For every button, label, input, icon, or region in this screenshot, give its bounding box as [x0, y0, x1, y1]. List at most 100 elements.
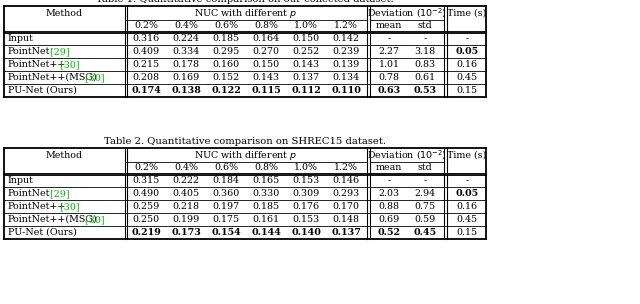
Text: [30]: [30] — [57, 202, 80, 211]
Text: 0.52: 0.52 — [378, 228, 401, 237]
Text: 1.0%: 1.0% — [294, 164, 318, 172]
Text: 0.143: 0.143 — [292, 60, 319, 69]
Text: NUC with different $p$: NUC with different $p$ — [195, 148, 298, 161]
Text: PointNet++(MSG): PointNet++(MSG) — [8, 73, 98, 82]
Text: 0.05: 0.05 — [456, 47, 479, 56]
Text: 0.219: 0.219 — [131, 228, 161, 237]
Text: 0.224: 0.224 — [173, 34, 200, 43]
Text: PointNet: PointNet — [8, 189, 51, 198]
Text: 0.330: 0.330 — [252, 189, 280, 198]
Text: 0.360: 0.360 — [212, 189, 239, 198]
Text: 2.03: 2.03 — [378, 189, 399, 198]
Text: 0.137: 0.137 — [292, 73, 319, 82]
Text: 2.94: 2.94 — [415, 189, 436, 198]
Text: 0.169: 0.169 — [172, 73, 200, 82]
Text: 1.2%: 1.2% — [334, 22, 358, 30]
Text: 0.15: 0.15 — [456, 86, 477, 95]
Text: 0.222: 0.222 — [173, 176, 200, 185]
Text: 0.140: 0.140 — [291, 228, 321, 237]
Text: 0.309: 0.309 — [292, 189, 319, 198]
Text: std: std — [418, 164, 433, 172]
Text: 0.161: 0.161 — [252, 215, 280, 224]
Text: 0.45: 0.45 — [413, 228, 436, 237]
Text: 0.315: 0.315 — [132, 176, 159, 185]
Text: 0.153: 0.153 — [292, 176, 319, 185]
Text: 0.184: 0.184 — [212, 176, 239, 185]
Text: 0.175: 0.175 — [212, 215, 239, 224]
Text: -: - — [387, 176, 390, 185]
Text: 0.88: 0.88 — [378, 202, 399, 211]
Text: 0.160: 0.160 — [212, 60, 239, 69]
Text: 0.4%: 0.4% — [174, 164, 198, 172]
Text: 0.122: 0.122 — [211, 86, 241, 95]
Text: 0.295: 0.295 — [212, 47, 239, 56]
Text: 0.142: 0.142 — [333, 34, 360, 43]
Text: 0.293: 0.293 — [332, 189, 360, 198]
Text: PointNet++: PointNet++ — [8, 202, 67, 211]
Text: 0.78: 0.78 — [378, 73, 399, 82]
Text: 0.143: 0.143 — [252, 73, 280, 82]
Text: 0.165: 0.165 — [252, 176, 280, 185]
Text: 0.409: 0.409 — [132, 47, 159, 56]
Text: PointNet++(MSG): PointNet++(MSG) — [8, 215, 98, 224]
Text: 0.8%: 0.8% — [254, 164, 278, 172]
Text: 0.153: 0.153 — [292, 215, 319, 224]
Text: [30]: [30] — [82, 73, 104, 82]
Text: Deviation ($10^{-2}$): Deviation ($10^{-2}$) — [367, 148, 447, 162]
Text: Table 1. Quantitative comparison on our collected dataset.: Table 1. Quantitative comparison on our … — [96, 0, 394, 4]
Text: 0.146: 0.146 — [332, 176, 360, 185]
Text: 0.215: 0.215 — [132, 60, 159, 69]
Text: std: std — [418, 22, 433, 30]
Text: 0.150: 0.150 — [252, 60, 280, 69]
Text: 0.334: 0.334 — [172, 47, 200, 56]
Text: 1.2%: 1.2% — [334, 164, 358, 172]
Text: 0.138: 0.138 — [171, 86, 201, 95]
Text: NUC with different $p$: NUC with different $p$ — [195, 6, 298, 19]
Text: PointNet: PointNet — [8, 47, 51, 56]
Text: 0.45: 0.45 — [456, 215, 477, 224]
Text: 0.252: 0.252 — [292, 47, 319, 56]
Text: Deviation ($10^{-2}$): Deviation ($10^{-2}$) — [367, 6, 447, 20]
Text: 0.16: 0.16 — [456, 202, 477, 211]
Text: [30]: [30] — [82, 215, 104, 224]
Text: 1.01: 1.01 — [378, 60, 399, 69]
Text: PU-Net (Ours): PU-Net (Ours) — [8, 228, 77, 237]
Text: 0.178: 0.178 — [173, 60, 200, 69]
Text: 0.16: 0.16 — [456, 60, 477, 69]
Text: 0.259: 0.259 — [132, 202, 159, 211]
Text: 0.208: 0.208 — [132, 73, 159, 82]
Text: [29]: [29] — [47, 47, 70, 56]
Text: 0.2%: 0.2% — [134, 22, 158, 30]
Text: 0.170: 0.170 — [333, 202, 360, 211]
Text: 0.270: 0.270 — [253, 47, 280, 56]
Text: 0.137: 0.137 — [331, 228, 361, 237]
Text: 0.174: 0.174 — [131, 86, 161, 95]
Text: Method: Method — [45, 150, 83, 160]
Text: 0.185: 0.185 — [252, 202, 280, 211]
Text: 0.218: 0.218 — [173, 202, 200, 211]
Text: 0.4%: 0.4% — [174, 22, 198, 30]
Text: Method: Method — [45, 9, 83, 18]
Text: 0.6%: 0.6% — [214, 22, 238, 30]
Text: 0.239: 0.239 — [332, 47, 360, 56]
Text: 0.61: 0.61 — [415, 73, 436, 82]
Text: 0.8%: 0.8% — [254, 22, 278, 30]
Text: -: - — [387, 34, 390, 43]
Text: 0.176: 0.176 — [292, 202, 319, 211]
Text: 0.199: 0.199 — [172, 215, 200, 224]
Text: [30]: [30] — [57, 60, 80, 69]
Text: -: - — [424, 176, 427, 185]
Text: 0.112: 0.112 — [291, 86, 321, 95]
Text: 0.05: 0.05 — [456, 189, 479, 198]
Text: 0.115: 0.115 — [251, 86, 281, 95]
Text: PointNet++: PointNet++ — [8, 60, 67, 69]
Text: 0.152: 0.152 — [212, 73, 239, 82]
Text: 0.139: 0.139 — [332, 60, 360, 69]
Text: 0.490: 0.490 — [132, 189, 159, 198]
Text: 0.134: 0.134 — [332, 73, 360, 82]
Text: 0.316: 0.316 — [132, 34, 159, 43]
Text: 0.45: 0.45 — [456, 73, 477, 82]
Text: -: - — [465, 176, 468, 185]
Text: 0.83: 0.83 — [415, 60, 436, 69]
Text: 0.53: 0.53 — [413, 86, 436, 95]
